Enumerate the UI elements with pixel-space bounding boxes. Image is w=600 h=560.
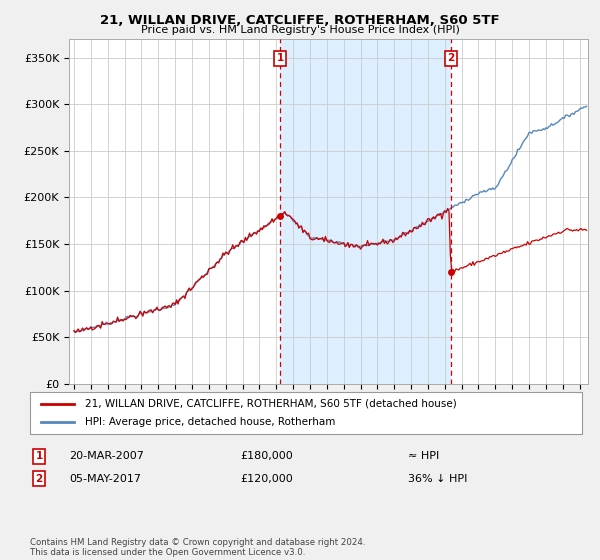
Text: 2: 2 (447, 53, 454, 63)
Text: 20-MAR-2007: 20-MAR-2007 (69, 451, 144, 461)
Text: ≈ HPI: ≈ HPI (408, 451, 439, 461)
Text: 1: 1 (35, 451, 43, 461)
Text: 1: 1 (277, 53, 284, 63)
Text: 21, WILLAN DRIVE, CATCLIFFE, ROTHERHAM, S60 5TF: 21, WILLAN DRIVE, CATCLIFFE, ROTHERHAM, … (100, 14, 500, 27)
Text: 36% ↓ HPI: 36% ↓ HPI (408, 474, 467, 484)
Text: Contains HM Land Registry data © Crown copyright and database right 2024.
This d: Contains HM Land Registry data © Crown c… (30, 538, 365, 557)
FancyBboxPatch shape (30, 392, 582, 434)
Text: 05-MAY-2017: 05-MAY-2017 (69, 474, 141, 484)
Text: £180,000: £180,000 (240, 451, 293, 461)
Text: 21, WILLAN DRIVE, CATCLIFFE, ROTHERHAM, S60 5TF (detached house): 21, WILLAN DRIVE, CATCLIFFE, ROTHERHAM, … (85, 399, 457, 409)
Bar (280, 39, 451, 384)
Text: HPI: Average price, detached house, Rotherham: HPI: Average price, detached house, Roth… (85, 417, 335, 427)
Text: 2: 2 (35, 474, 43, 484)
Text: Price paid vs. HM Land Registry's House Price Index (HPI): Price paid vs. HM Land Registry's House … (140, 25, 460, 35)
Text: £120,000: £120,000 (240, 474, 293, 484)
